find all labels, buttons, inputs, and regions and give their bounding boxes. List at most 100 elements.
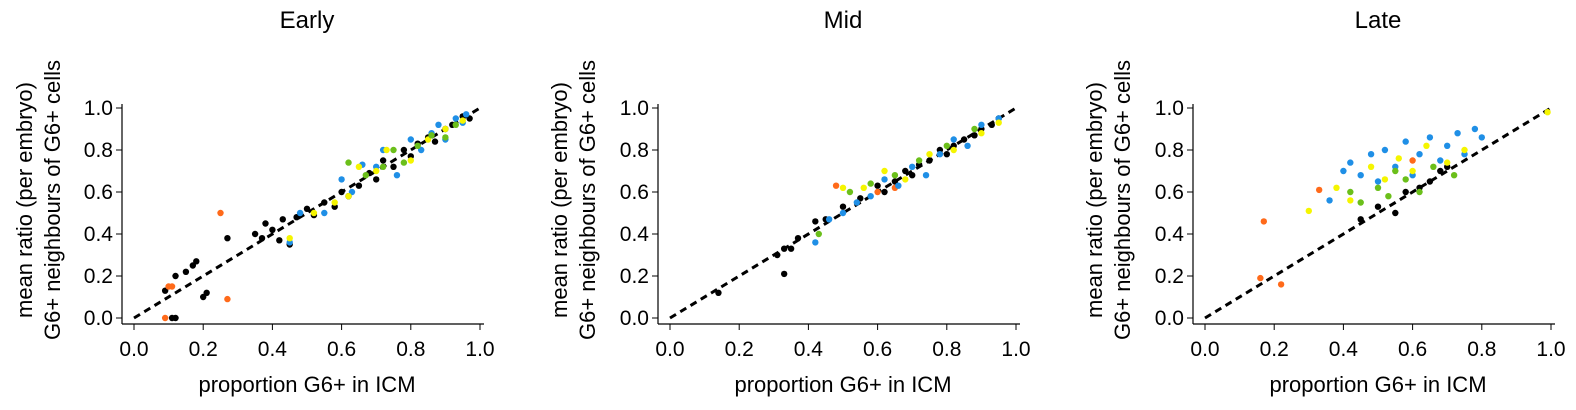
data-point [1357,216,1364,223]
data-point [355,182,363,189]
data-point [407,136,414,143]
data-point [442,125,449,133]
data-point [1416,188,1423,196]
x-tick-label: 0.4 [1329,338,1359,361]
x-tick-label: 1.0 [1536,338,1565,361]
data-point [971,125,978,133]
data-point [1426,178,1434,185]
data-point [1315,186,1323,194]
y-axis-label-line1: mean ratio (per embryo) [547,82,572,318]
panel-late: Late proportion G6+ in ICM mean ratio (p… [1082,7,1566,397]
x-tick-label: 0.8 [1467,338,1496,361]
data-point [428,132,435,139]
data-point [839,209,847,217]
data-point [839,184,847,191]
data-point [943,151,950,158]
data-point [1444,142,1451,149]
data-point [1409,157,1416,164]
data-point [978,121,985,128]
y-tick-label: 0.0 [620,307,649,330]
data-point [379,157,387,164]
data-point [1326,197,1333,204]
data-point [787,245,795,252]
y-tick-label: 1.0 [620,97,649,120]
data-point [812,239,819,246]
x-tick-label: 0.4 [794,338,824,361]
y-axis-label-line1: mean ratio (per embryo) [1082,82,1107,318]
y-tick-label: 0.2 [84,265,113,288]
x-tick-label: 0.6 [863,338,892,361]
data-point [922,172,930,179]
x-tick-label: 0.0 [655,338,684,361]
x-tick-label: 0.0 [1190,338,1219,361]
data-point [1444,159,1451,166]
data-point [379,163,387,170]
data-point [1381,176,1389,183]
y-axis-label-line1: mean ratio (per embryo) [12,82,37,318]
data-point [383,146,390,154]
data-point [950,136,957,143]
data-point [1450,172,1458,179]
data-point [780,270,788,278]
x-tick-label: 0.6 [327,338,356,361]
data-point [1347,188,1354,196]
data-point [1374,184,1382,191]
data-point [902,167,909,175]
data-point [303,205,311,212]
data-point [331,199,338,206]
data-point [462,111,470,118]
data-point [1340,167,1347,175]
data-point [1437,167,1444,175]
data-point [321,209,328,217]
data-point [715,289,722,296]
x-tick-label: 0.0 [119,338,148,361]
data-point [1305,207,1313,215]
data-point [390,146,397,154]
chart-title: Late [1355,7,1402,34]
data-point [891,172,899,179]
data-point [971,132,978,139]
data-point [1426,134,1434,141]
x-axis-label: proportion G6+ in ICM [198,372,415,397]
data-point [310,209,318,217]
data-point [262,220,269,227]
data-point [812,218,819,225]
data-point [373,167,380,175]
y-tick-label: 0.6 [1155,181,1184,204]
data-point [1367,163,1375,170]
data-point [832,182,840,189]
data-point [279,216,286,223]
panel-early: Early proportion G6+ in ICM mean ratio (… [12,7,495,397]
data-point [1416,151,1423,158]
data-point [1437,157,1444,164]
y-tick-label: 0.8 [1155,139,1184,162]
y-axis-label-line2: G6+ neighbours of G6+ cells [1110,60,1135,340]
data-point [452,115,459,122]
data-point [373,176,380,183]
data-point [286,235,293,242]
data-point [1374,203,1382,210]
y-tick-label: 0.0 [84,307,113,330]
data-point [1347,197,1354,204]
data-point [874,188,881,196]
x-axis-label: proportion G6+ in ICM [734,372,951,397]
data-point [172,272,179,280]
data-point [1257,274,1264,282]
data-point [338,176,345,183]
y-axis-label-line2: G6+ neighbours of G6+ cells [575,60,600,340]
y-tick-label: 0.4 [84,223,114,246]
data-point [459,117,466,124]
data-point [1385,193,1392,200]
data-point [345,159,352,166]
data-point [390,163,397,170]
data-point [1471,125,1479,133]
data-point [988,121,995,128]
data-point [1409,167,1416,175]
y-tick-label: 0.6 [84,181,113,204]
y-tick-label: 0.8 [620,139,649,162]
data-point [1402,188,1409,196]
data-point [780,245,788,252]
data-point [400,146,408,154]
data-point [1544,109,1551,116]
